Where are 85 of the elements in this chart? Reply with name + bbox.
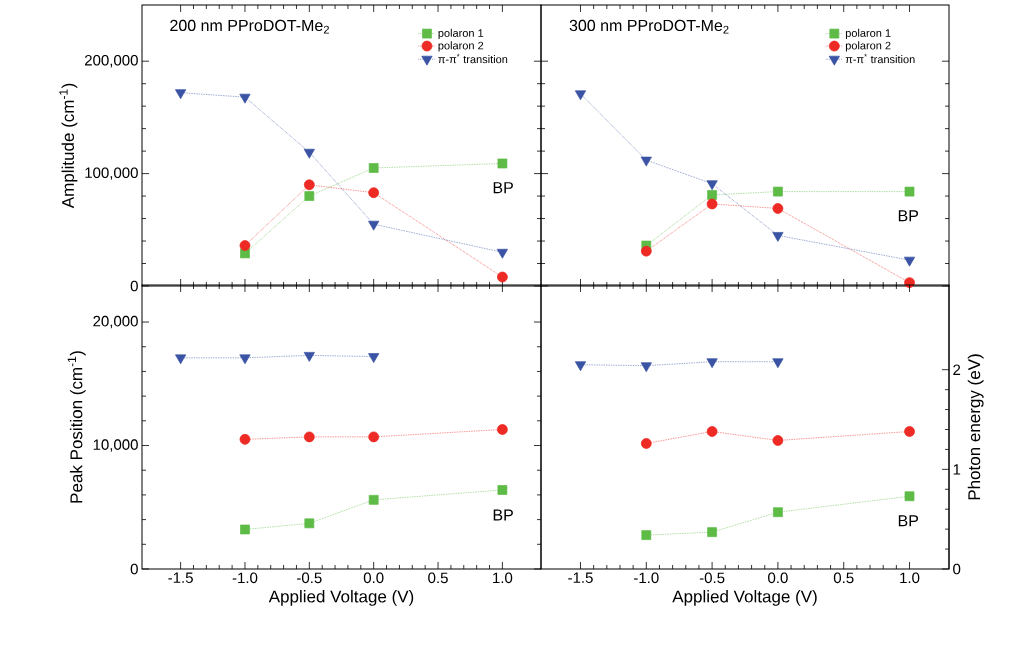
- point: [240, 524, 250, 535]
- point: [706, 198, 718, 210]
- x-tick-label: -1.5: [568, 572, 593, 583]
- point: [641, 530, 652, 540]
- y-tick-label: 0: [130, 280, 138, 292]
- point: [497, 158, 508, 169]
- point: [640, 245, 652, 257]
- point: [368, 220, 380, 231]
- point: [640, 156, 652, 167]
- text: 200 nm PProDOT-Me$_{2}$: [170, 19, 329, 34]
- point: [773, 507, 783, 518]
- x-tick-label: -1.0: [232, 572, 258, 584]
- legend-label: polaron 1: [845, 28, 891, 40]
- point: [303, 179, 315, 191]
- x-tick-label: -0.5: [699, 572, 725, 584]
- point: [772, 203, 784, 214]
- x-tick-label: 0.0: [363, 572, 384, 584]
- point: [497, 485, 508, 495]
- point: [773, 186, 783, 197]
- y-axis-title: Peak Position (cm$^{-1}$): [67, 351, 86, 503]
- x-tick-label: 0.5: [428, 572, 448, 584]
- y-tick-label: 10,000: [93, 439, 138, 452]
- point: [175, 89, 187, 100]
- point: [707, 190, 717, 200]
- point: [640, 362, 652, 373]
- point: [574, 361, 587, 372]
- point: [904, 186, 915, 197]
- y2-tick-label: 2: [953, 364, 961, 375]
- point: [239, 240, 251, 251]
- point: [706, 426, 718, 437]
- x-tick-label: -1.0: [634, 572, 659, 584]
- point: [497, 424, 508, 435]
- x-tick-label: -0.5: [297, 572, 322, 584]
- point: [574, 90, 587, 101]
- point: [496, 248, 508, 259]
- x-tick-label: 0.5: [833, 572, 854, 584]
- legend-label: π-π$^{*}$ transition: [845, 53, 915, 64]
- point: [903, 256, 916, 267]
- point: [368, 353, 380, 363]
- y-tick-label: 200,000: [85, 55, 138, 68]
- point: [239, 354, 251, 365]
- point: [904, 491, 915, 502]
- legend-label: polaron 2: [438, 41, 484, 52]
- point: [772, 358, 784, 369]
- point: [772, 435, 784, 446]
- point: [368, 187, 380, 199]
- x-axis-title: Applied Voltage (V): [268, 590, 414, 606]
- annotation: BP: [898, 515, 919, 527]
- point: [706, 180, 718, 191]
- text: 300 nm PProDOT-Me$_{2}$: [569, 19, 729, 34]
- y-tick-label: 20,000: [93, 315, 138, 329]
- point: [304, 191, 315, 201]
- x-tick-label: -1.5: [168, 572, 193, 583]
- point: [304, 518, 315, 529]
- point: [707, 527, 717, 537]
- point: [175, 354, 187, 365]
- legend-label: π-π$^{*}$ transition: [438, 53, 508, 64]
- y-axis-title: Amplitude (cm$^{-1}$): [59, 83, 78, 209]
- point: [640, 438, 652, 449]
- point: [368, 431, 380, 443]
- x-tick-label: 0.0: [768, 572, 788, 584]
- point: [904, 426, 915, 437]
- point: [368, 163, 379, 173]
- legend-label: polaron 1: [438, 28, 484, 40]
- annotation: BP: [493, 182, 513, 194]
- y2-axis-title: Photon energy (eV): [967, 354, 984, 500]
- annotation: BP: [493, 509, 513, 521]
- y2-tick-label: 0: [953, 563, 961, 575]
- point: [497, 271, 508, 283]
- point: [303, 148, 315, 159]
- point: [772, 232, 784, 242]
- x-tick-label: 1.0: [900, 572, 920, 584]
- point: [239, 434, 251, 445]
- x-axis-title: Applied Voltage (V): [672, 590, 817, 606]
- annotation: BP: [898, 210, 919, 222]
- point: [706, 358, 718, 369]
- point: [303, 431, 315, 443]
- point: [303, 352, 315, 362]
- legend-label: polaron 2: [845, 41, 891, 52]
- x-tick-label: 1.0: [493, 572, 513, 584]
- y-tick-label: 100,000: [85, 167, 138, 180]
- y-tick-label: 0: [130, 563, 138, 575]
- y2-tick-label: 1: [953, 464, 961, 475]
- point: [368, 495, 379, 505]
- point: [239, 93, 251, 104]
